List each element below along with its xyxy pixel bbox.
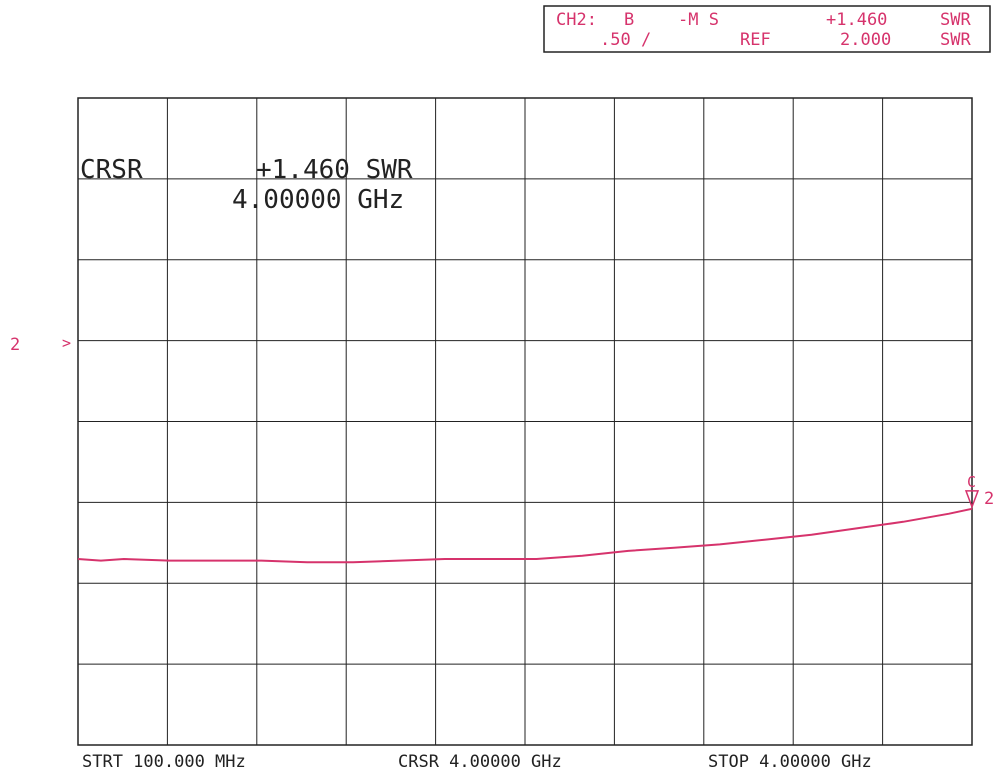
reference-arrow-marker: > bbox=[62, 334, 71, 352]
header-ref-value: 2.000 bbox=[840, 30, 891, 50]
cursor-readout-freq: 4.00000 GHz bbox=[232, 185, 404, 215]
plot-grid bbox=[77, 97, 973, 746]
footer-stop: STOP 4.00000 GHz bbox=[708, 752, 872, 772]
end-markers: C 2 bbox=[964, 473, 994, 509]
footer-cursor: CRSR 4.00000 GHz bbox=[398, 752, 562, 772]
left-channel-marker: 2 bbox=[10, 335, 20, 355]
header-value: +1.460 bbox=[826, 10, 887, 30]
end-channel-marker: 2 bbox=[984, 489, 994, 509]
header-unit-2: SWR bbox=[940, 30, 971, 50]
footer-start: STRT 100.000 MHz bbox=[82, 752, 246, 772]
cursor-readout-label: CRSR bbox=[80, 155, 143, 185]
header-scale: .50 / bbox=[600, 30, 651, 50]
header-meas: -M S bbox=[678, 10, 719, 30]
cursor-readout-value: +1.460 SWR bbox=[256, 155, 413, 185]
header-ref-label: REF bbox=[740, 30, 771, 50]
cursor-letter-marker: C bbox=[967, 473, 976, 491]
swr-trace-line bbox=[77, 507, 973, 564]
header-channel: CH2: bbox=[556, 10, 597, 30]
header-unit-1: SWR bbox=[940, 10, 971, 30]
cursor-triangle-icon bbox=[964, 490, 980, 509]
header-input: B bbox=[624, 10, 634, 30]
header-box bbox=[543, 5, 991, 53]
